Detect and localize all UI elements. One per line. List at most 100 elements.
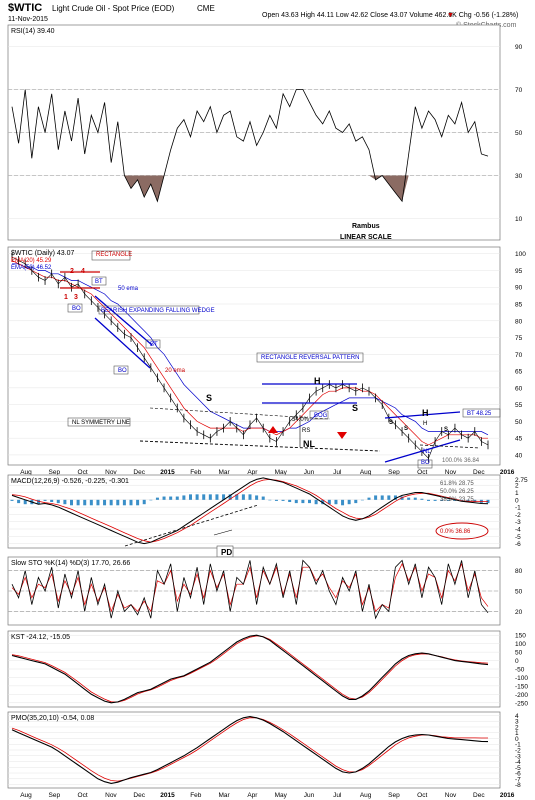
macd-hist-bar: [215, 494, 219, 500]
pd-trend-line: [124, 504, 259, 547]
macd-fib-label: 38.2% 23.75: [440, 497, 474, 503]
macd-highlight-ellipse: [435, 522, 489, 540]
macd-hist-bar: [400, 496, 404, 500]
annotation-rectangle: RECTANGLE: [96, 252, 132, 258]
sto-d-line: [11, 562, 489, 613]
annotation-bo-3: BO: [421, 460, 430, 466]
price-ytick: 95: [515, 268, 523, 275]
macd-hist-bar: [122, 499, 126, 506]
pmo-xtick: Jul: [333, 792, 342, 799]
pmo-ytick: -4: [515, 759, 521, 766]
kst-ytick: -200: [515, 692, 528, 699]
pmo-ytick: -8: [515, 782, 521, 789]
macd-hist-bar: [228, 494, 232, 500]
macd-hist-bar: [83, 499, 87, 506]
price-xtick: Oct: [78, 469, 88, 476]
pmo-ytick: -6: [515, 771, 521, 778]
sto-ytick: 20: [515, 609, 523, 616]
pmo-signal-line: [11, 717, 488, 782]
annotation-50-ema: 50 ema: [118, 286, 139, 292]
box-bt-3: [462, 408, 501, 418]
kst-ytick: 50: [515, 650, 523, 657]
macd-hist-bar: [10, 499, 14, 501]
macd-ytick: -4: [515, 527, 521, 534]
annotation-rect-reversal: RECTANGLE REVERSAL PATTERN: [261, 355, 359, 361]
wedge-bottom-line: [94, 317, 151, 369]
price-xtick: Jul: [333, 469, 342, 476]
pmo-xtick: 2015: [160, 792, 175, 799]
price-ytick: 80: [515, 318, 523, 325]
macd-hist-bar: [189, 494, 192, 500]
macd-hist-bar: [327, 499, 331, 505]
pmo-xtick: Feb: [190, 792, 202, 799]
down-arrow-icon: [337, 432, 347, 439]
annotation-wedge: BEARISH EXPANDING FALLING WEDGE: [101, 308, 215, 314]
annotation-pd: PD: [221, 548, 232, 557]
price-ytick: 100: [515, 251, 526, 258]
annotation-head-2: H: [422, 408, 429, 418]
box-bog: [309, 410, 329, 420]
macd-hist-bar: [360, 499, 364, 501]
macd-ytick: 2: [515, 483, 519, 490]
rsi-ytick: 10: [515, 216, 523, 223]
price-xtick: Aug: [360, 469, 372, 476]
annotation-nl-2: NL: [423, 449, 431, 455]
macd-hist-bar: [129, 499, 133, 506]
kst-ytick: -250: [515, 700, 528, 707]
annotation-shoulder-5: S: [444, 427, 448, 433]
kst-signal-line: [11, 635, 489, 703]
annotation-bt-1: BT: [95, 279, 103, 285]
macd-hist-bar: [56, 499, 60, 504]
macd-hist-bar: [202, 494, 206, 500]
kst-line: [11, 634, 489, 704]
kst-ytick: 0: [515, 658, 519, 665]
macd-fib-label: 0.0% 36.86: [440, 529, 471, 535]
pmo-ytick: -5: [515, 765, 521, 772]
price-xtick: Dec: [133, 469, 145, 476]
wedge-top-line: [94, 295, 153, 346]
macd-hist-bar: [440, 499, 444, 501]
right-pattern-bottom: [384, 439, 461, 463]
macd-hist-bar: [347, 499, 351, 505]
macd-hist-bar: [354, 499, 358, 504]
macd-hist-bar: [294, 499, 298, 504]
pmo-xtick: 2016: [500, 792, 515, 799]
rsi-oversold-fill: [382, 175, 409, 202]
macd-hist-bar: [36, 499, 40, 505]
macd-hist-bar: [175, 496, 179, 500]
macd-fib-label: 61.8% 28.75: [440, 481, 474, 487]
macd-hist-bar: [109, 499, 113, 506]
macd-hist-bar: [281, 499, 285, 501]
macd-ytick: -2: [515, 512, 521, 519]
pmo-xtick: Jun: [304, 792, 315, 799]
pmo-xtick: Sep: [49, 792, 61, 799]
pmo-xtick: Nov: [105, 792, 117, 799]
annotation-shoulder-2: S: [352, 403, 358, 413]
annotation-rs: RS: [302, 428, 310, 434]
pmo-ytick: -1: [515, 742, 521, 749]
box-wedge: [98, 305, 200, 315]
chart-instrument-name: Light Crude Oil - Spot Price (EOD): [52, 4, 175, 13]
pmo-ytick: -7: [515, 776, 521, 783]
kst-ytick: -50: [515, 667, 525, 674]
macd-panel-frame: [7, 474, 501, 549]
macd-signal-line: [11, 478, 489, 543]
box-bo-1: [67, 303, 83, 313]
annotation-num-1: 1: [64, 294, 68, 301]
macd-hist-bar: [17, 499, 21, 504]
chart-exchange: CME: [197, 4, 215, 13]
box-bt-1: [91, 276, 107, 286]
macd-hist-bar: [466, 499, 470, 501]
macd-ytick: 1: [515, 490, 519, 497]
price-ytick: 70: [515, 352, 523, 359]
macd-line: [11, 477, 489, 545]
macd-hist-bar: [387, 495, 391, 500]
kst-ytick: 100: [515, 641, 526, 648]
price-ytick: 60: [515, 385, 523, 392]
chart-quote: Open 43.63 High 44.11 Low 42.62 Close 43…: [262, 12, 518, 19]
macd-hist-bar: [23, 499, 27, 505]
price-xtick: Nov: [105, 469, 117, 476]
pmo-ytick: 0: [515, 736, 519, 743]
price-xtick: Apr: [247, 469, 258, 476]
